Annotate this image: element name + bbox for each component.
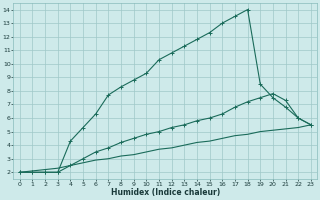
X-axis label: Humidex (Indice chaleur): Humidex (Indice chaleur): [111, 188, 220, 197]
